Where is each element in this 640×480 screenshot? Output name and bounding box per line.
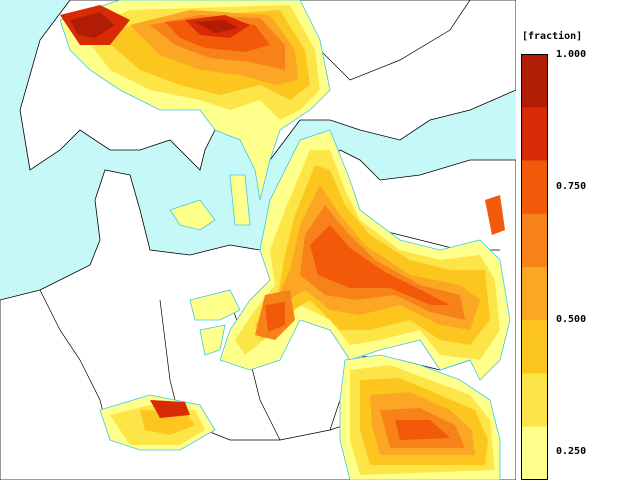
legend-tick-label: 0.500 xyxy=(556,314,587,325)
legend-swatch xyxy=(521,213,548,268)
legend-swatch xyxy=(521,320,548,374)
legend-tick-label: 1.000 xyxy=(556,49,587,60)
legend-swatch xyxy=(521,373,548,428)
legend-swatch xyxy=(521,107,548,161)
legend-unit-label: [fraction] xyxy=(522,31,583,42)
legend-color-bar xyxy=(521,54,548,480)
fraction-field xyxy=(59,0,511,480)
legend-swatch xyxy=(521,160,548,215)
legend-tick-label: 0.250 xyxy=(556,446,587,457)
legend-swatch xyxy=(521,426,548,480)
legend-swatch xyxy=(521,54,548,108)
legend-tick-label: 0.750 xyxy=(556,181,587,192)
map-canvas xyxy=(0,0,516,480)
legend-swatch xyxy=(521,267,548,321)
map-panel xyxy=(0,0,516,480)
